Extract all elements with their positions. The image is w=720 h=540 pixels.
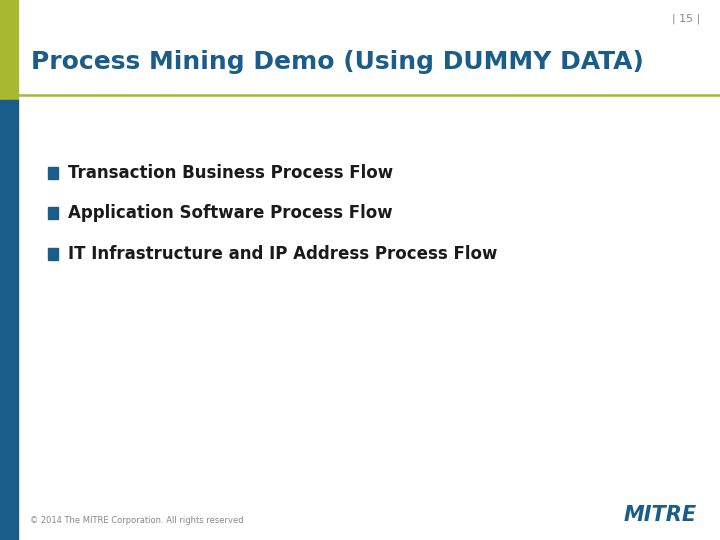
Bar: [48, 167, 58, 179]
Text: Application Software Process Flow: Application Software Process Flow: [68, 204, 393, 222]
Bar: [0, 0, 18, 100]
Bar: [0, 100, 18, 540]
Text: MITRE: MITRE: [624, 505, 697, 525]
Text: IT Infrastructure and IP Address Process Flow: IT Infrastructure and IP Address Process…: [68, 245, 498, 263]
Text: Transaction Business Process Flow: Transaction Business Process Flow: [68, 164, 394, 182]
Text: | 15 |: | 15 |: [672, 14, 700, 24]
Text: © 2014 The MITRE Corporation. All rights reserved: © 2014 The MITRE Corporation. All rights…: [30, 516, 244, 525]
Bar: [48, 248, 58, 260]
Bar: [48, 207, 58, 219]
Text: Process Mining Demo (Using DUMMY DATA): Process Mining Demo (Using DUMMY DATA): [31, 50, 644, 74]
